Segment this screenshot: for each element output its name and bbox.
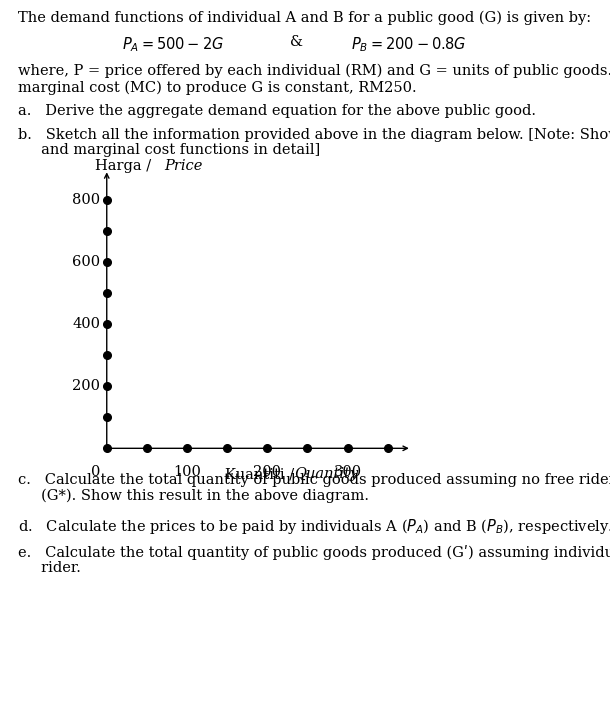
Text: 800: 800 [72, 193, 100, 208]
Text: 0: 0 [91, 465, 100, 479]
Text: Price: Price [165, 159, 203, 173]
Text: where, P = price offered by each individual (RM) and G = units of public goods. : where, P = price offered by each individ… [18, 64, 610, 78]
Text: d.   Calculate the prices to be paid by individuals A ($P_A$) and B ($P_B$), res: d. Calculate the prices to be paid by in… [18, 517, 610, 536]
Text: $P_B = 200 - 0.8G$: $P_B = 200 - 0.8G$ [351, 35, 467, 54]
Text: $P_A = 500 - 2G$: $P_A = 500 - 2G$ [122, 35, 224, 54]
Text: 400: 400 [73, 318, 100, 331]
Text: rider.: rider. [18, 561, 81, 575]
Text: c.   Calculate the total quantity of public goods produced assuming no free ride: c. Calculate the total quantity of publi… [18, 473, 610, 487]
Text: (G*). Show this result in the above diagram.: (G*). Show this result in the above diag… [18, 489, 369, 503]
Text: Harga /: Harga / [95, 159, 156, 173]
Text: 600: 600 [72, 256, 100, 270]
Text: e.   Calculate the total quantity of public goods produced (Gʹ) assuming individ: e. Calculate the total quantity of publi… [18, 545, 610, 560]
Text: and marginal cost functions in detail]: and marginal cost functions in detail] [18, 143, 320, 157]
Text: &: & [290, 35, 303, 49]
Text: The demand functions of individual A and B for a public good (G) is given by:: The demand functions of individual A and… [18, 11, 592, 25]
Text: 300: 300 [334, 465, 362, 479]
Text: Kuantiti /: Kuantiti / [226, 467, 299, 481]
Text: 100: 100 [173, 465, 201, 479]
Text: b.   Sketch all the information provided above in the diagram below. [Note: Show: b. Sketch all the information provided a… [18, 128, 610, 143]
Text: 200: 200 [73, 379, 100, 393]
Text: marginal cost (MC) to produce G is constant, RM250.: marginal cost (MC) to produce G is const… [18, 80, 417, 95]
Text: a.   Derive the aggregate demand equation for the above public good.: a. Derive the aggregate demand equation … [18, 104, 536, 119]
Text: 200: 200 [253, 465, 281, 479]
Text: Quantity: Quantity [294, 467, 359, 481]
